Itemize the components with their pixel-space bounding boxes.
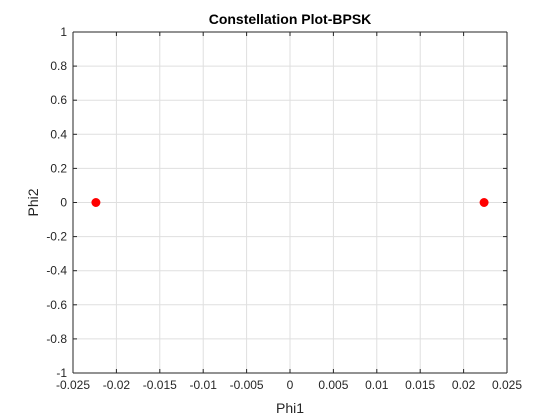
y-tick-label: -0.2 xyxy=(46,230,67,244)
data-points xyxy=(91,198,489,207)
constellation-point xyxy=(479,198,489,207)
y-tick-label: 0.6 xyxy=(50,93,67,107)
y-tick-label: 0.4 xyxy=(50,127,67,141)
y-tick-label: -0.4 xyxy=(46,264,67,278)
x-tick-label: 0.02 xyxy=(452,378,476,392)
y-tick-label: 0 xyxy=(60,196,67,210)
x-tick-label: -0.025 xyxy=(56,378,90,392)
y-axis-ticks: -1 -0.8 -0.6 -0.4 -0.2 0 0.2 0.4 0.6 0.8 1 xyxy=(46,25,507,380)
x-tick-label: 0.015 xyxy=(405,378,435,392)
y-axis-label: Phi2 xyxy=(25,188,41,216)
x-tick-label: -0.01 xyxy=(190,378,218,392)
x-tick-label: 0.025 xyxy=(492,378,522,392)
y-tick-label: 1 xyxy=(60,25,67,39)
x-tick-label: -0.005 xyxy=(230,378,264,392)
x-tick-label: -0.015 xyxy=(143,378,177,392)
constellation-point xyxy=(91,198,101,207)
y-tick-label: -1 xyxy=(56,366,67,380)
chart-title: Constellation Plot-BPSK xyxy=(209,11,372,27)
y-tick-label: -0.6 xyxy=(46,298,67,312)
y-tick-label: 0.2 xyxy=(50,161,67,175)
x-tick-label: 0.005 xyxy=(318,378,348,392)
x-axis-ticks: -0.025 -0.02 -0.015 -0.01 -0.005 0 0.005 0.01 0.… xyxy=(56,32,522,392)
y-tick-label: 0.8 xyxy=(50,59,67,73)
x-tick-label: 0.01 xyxy=(365,378,389,392)
x-tick-label: -0.02 xyxy=(103,378,131,392)
x-tick-label: 0 xyxy=(287,378,294,392)
x-axis-label: Phi1 xyxy=(276,400,304,416)
y-tick-label: -0.8 xyxy=(46,332,67,346)
